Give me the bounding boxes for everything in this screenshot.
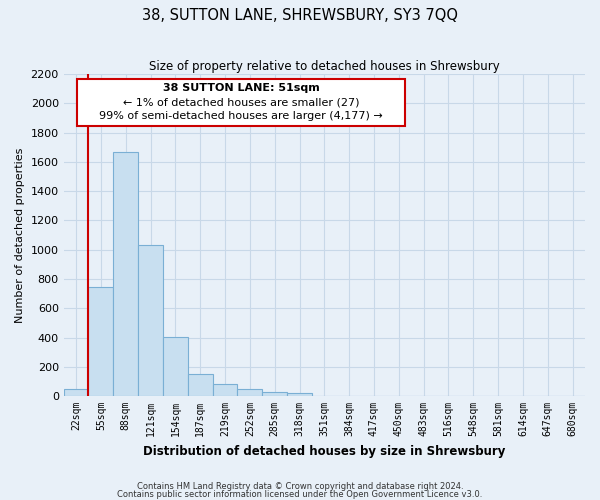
Bar [138,244,163,396]
Bar [113,152,138,396]
Y-axis label: Number of detached properties: Number of detached properties [15,148,25,323]
Text: 38, SUTTON LANE, SHREWSBURY, SY3 7QQ: 38, SUTTON LANE, SHREWSBURY, SY3 7QQ [142,8,458,22]
FancyBboxPatch shape [77,79,405,126]
Bar [287,393,312,396]
Bar [163,337,188,396]
Text: 99% of semi-detached houses are larger (4,177) →: 99% of semi-detached houses are larger (… [99,111,383,121]
Bar [212,384,238,396]
Text: 38 SUTTON LANE: 51sqm: 38 SUTTON LANE: 51sqm [163,84,319,94]
Text: Contains HM Land Registry data © Crown copyright and database right 2024.: Contains HM Land Registry data © Crown c… [137,482,463,491]
Bar [64,388,88,396]
X-axis label: Distribution of detached houses by size in Shrewsbury: Distribution of detached houses by size … [143,444,506,458]
Bar [262,392,287,396]
Text: Contains public sector information licensed under the Open Government Licence v3: Contains public sector information licen… [118,490,482,499]
Bar [188,374,212,396]
Title: Size of property relative to detached houses in Shrewsbury: Size of property relative to detached ho… [149,60,500,73]
Bar [238,390,262,396]
Bar [88,287,113,396]
Text: ← 1% of detached houses are smaller (27): ← 1% of detached houses are smaller (27) [122,98,359,108]
